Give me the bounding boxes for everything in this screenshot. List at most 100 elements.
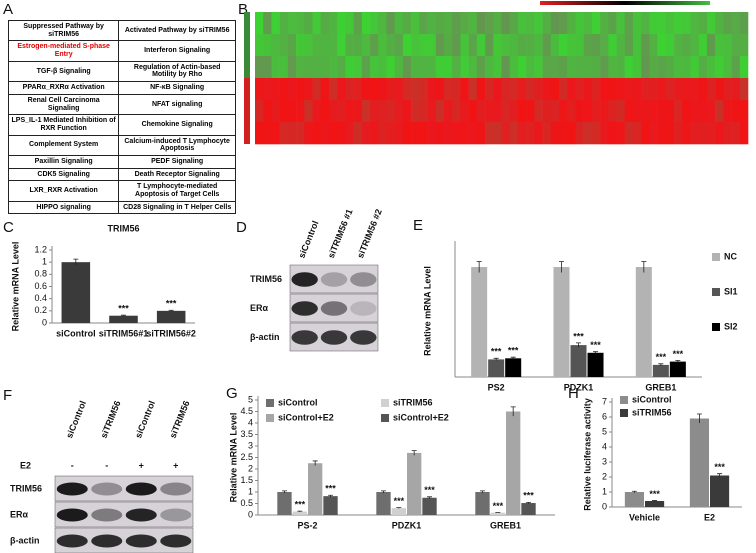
heatmap-cell — [493, 56, 502, 79]
heatmap-cell — [682, 78, 691, 101]
blot-band — [320, 330, 348, 345]
heatmap-cell — [304, 56, 313, 79]
heatmap-cell — [600, 122, 609, 145]
heatmap-cell — [641, 12, 650, 35]
panel-label: G — [226, 385, 238, 402]
bar — [645, 501, 665, 507]
legend-swatch — [712, 253, 720, 261]
heatmap-cell — [279, 122, 289, 145]
y-tick-label: 3.5 — [240, 429, 253, 439]
x-tick-label: PS-2 — [297, 520, 317, 530]
heatmap-cell — [559, 122, 568, 145]
heatmap-cell — [567, 100, 576, 123]
table-cell: LXR_RXR Activation — [7, 180, 120, 202]
heatmap-cell — [632, 100, 642, 123]
heatmap-cell — [304, 122, 313, 145]
heatmap-cell — [345, 122, 354, 145]
heatmap-cell — [493, 34, 502, 57]
heatmap-cell — [674, 122, 683, 145]
heatmap-cell — [493, 78, 502, 101]
heatmap-cell — [624, 100, 634, 123]
heatmap-cell — [698, 56, 708, 79]
table-cell: Complement System — [7, 134, 120, 156]
heatmap-cell — [649, 56, 658, 79]
heatmap-cell — [526, 122, 535, 145]
y-tick-label: 6 — [602, 411, 607, 421]
heatmap-cell — [255, 78, 264, 101]
heatmap-cell — [715, 100, 724, 123]
heatmap-cell — [542, 78, 552, 101]
y-tick-label: 2 — [248, 463, 253, 473]
heatmap-cell — [674, 78, 683, 101]
heatmap-cell — [255, 34, 264, 57]
error-bar — [696, 413, 702, 423]
bar — [689, 418, 709, 507]
heatmap-cell — [641, 122, 650, 145]
heatmap-cell — [739, 56, 749, 79]
heatmap-cell — [739, 100, 749, 123]
heatmap-cell — [591, 12, 601, 35]
heatmap-cell — [427, 34, 437, 57]
heatmap-cell — [567, 122, 576, 145]
heatmap-cell — [353, 122, 363, 145]
significance: *** — [590, 340, 601, 350]
heatmap-cell — [452, 122, 461, 145]
heatmap-cell — [616, 56, 626, 79]
heatmap-cell — [600, 12, 609, 35]
significance: *** — [295, 499, 306, 509]
error-bar — [593, 351, 599, 354]
heatmap-cell — [476, 122, 486, 145]
significance: *** — [673, 349, 684, 359]
heatmap-cell — [739, 122, 749, 145]
heatmap-cell — [616, 78, 626, 101]
heatmap-cell — [526, 100, 535, 123]
significance: *** — [656, 352, 667, 362]
legend-swatch — [381, 414, 389, 422]
heatmap-cell — [665, 34, 675, 57]
heatmap-cell — [542, 34, 552, 57]
heatmap-cell — [632, 78, 642, 101]
x-tick-label: E2 — [704, 512, 715, 522]
heatmap-cell — [526, 34, 535, 57]
heatmap-cell — [690, 34, 699, 57]
heatmap-cell — [386, 34, 395, 57]
bar — [488, 359, 505, 377]
heatmap-cell — [337, 78, 346, 101]
bar — [156, 310, 186, 323]
error-bar — [717, 473, 723, 478]
heatmap-cell — [386, 12, 395, 35]
y-tick-label: 1 — [42, 257, 47, 267]
heatmap-cell — [345, 34, 354, 57]
heatmap-cell — [665, 12, 675, 35]
blot-band — [350, 272, 377, 287]
y-axis-label: Relative luciferase activity — [582, 398, 592, 511]
heatmap-cell — [419, 34, 428, 57]
heatmap-cell — [649, 122, 658, 145]
heatmap-cell — [361, 78, 371, 101]
heatmap-cell — [427, 78, 437, 101]
heatmap-cell — [255, 56, 264, 79]
heatmap-cell — [657, 78, 667, 101]
heatmap-cell — [287, 12, 297, 35]
heatmap-cell — [304, 78, 313, 101]
heatmap-cell — [608, 122, 617, 145]
heatmap-cell — [665, 56, 675, 79]
heatmap-cell — [591, 78, 601, 101]
heatmap-cell — [731, 12, 741, 35]
error-bar — [493, 357, 499, 361]
heatmap-cell — [435, 12, 445, 35]
y-tick-label: 0.6 — [34, 281, 47, 291]
blot-row-label: TRIM56 — [10, 483, 42, 493]
blot-band — [350, 330, 377, 345]
heatmap-cell — [690, 100, 699, 123]
heatmap-cell — [361, 100, 371, 123]
blot-band — [160, 534, 192, 548]
heatmap-cell — [485, 122, 494, 145]
heatmap-cell — [632, 56, 642, 79]
heatmap-cell — [279, 12, 289, 35]
significance: *** — [394, 496, 405, 506]
heatmap-cell — [435, 122, 445, 145]
heatmap-cell — [542, 12, 552, 35]
heatmap-cell — [419, 56, 428, 79]
heatmap-cell — [715, 78, 724, 101]
